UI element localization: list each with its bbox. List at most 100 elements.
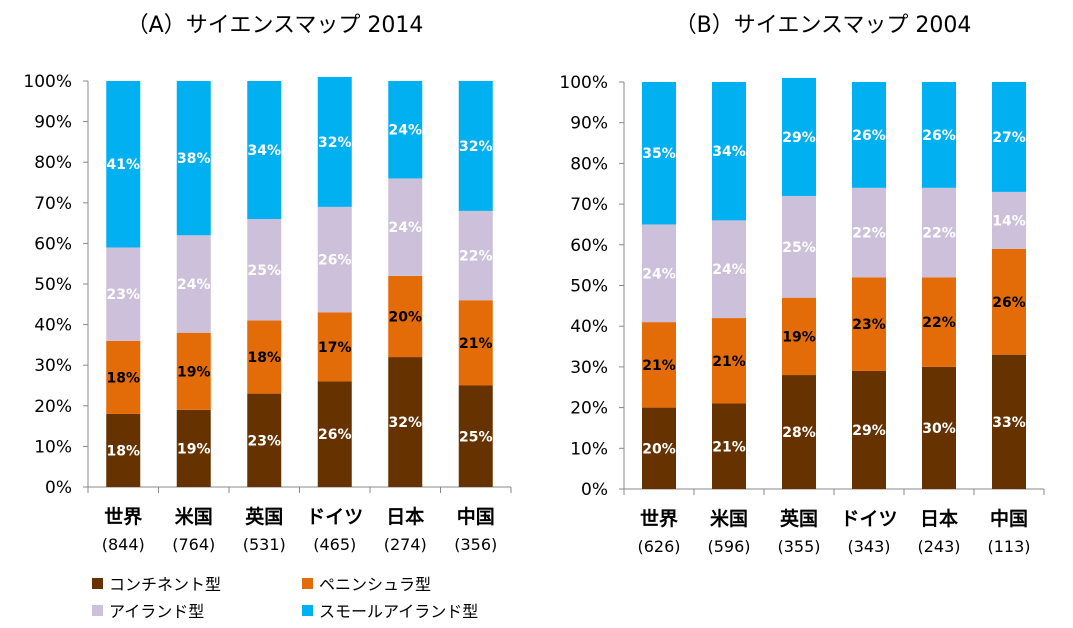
data-label-continent: 21% [712, 439, 746, 455]
data-label-small-island: 27% [992, 130, 1026, 146]
data-label-island: 22% [922, 226, 956, 242]
x-category-label: 米国 [710, 507, 748, 530]
data-label-small-island: 29% [782, 130, 816, 146]
legend-item-peninsula: ペニンシュラ型 [302, 571, 431, 595]
data-label-small-island: 24% [388, 123, 422, 139]
y-tick-label: 100% [559, 73, 608, 93]
bar-peninsula [922, 277, 956, 367]
bar-small-island [106, 81, 141, 248]
y-tick-label: 30% [570, 358, 608, 378]
x-category-count: (274) [384, 535, 427, 554]
data-label-island: 22% [459, 249, 493, 265]
bar-continent [176, 409, 211, 487]
bar-island [852, 187, 886, 278]
x-category-label: 英国 [245, 505, 283, 528]
x-category-count: (764) [172, 535, 215, 554]
y-tick-label: 30% [34, 356, 72, 376]
y-tick-label: 0% [45, 478, 72, 498]
bar-small-island [176, 81, 211, 236]
y-tick-label: 80% [570, 154, 608, 174]
data-label-peninsula: 22% [922, 315, 956, 331]
data-label-continent: 23% [247, 433, 281, 449]
bar-island [992, 191, 1026, 249]
x-category-label: 日本 [920, 507, 958, 530]
data-label-small-island: 38% [177, 151, 211, 167]
y-tick-label: 50% [570, 277, 608, 297]
legend-item-small-island: スモールアイランド型 [302, 598, 478, 622]
legend-label-island: アイランド型 [109, 602, 205, 621]
x-category-label: ドイツ [306, 506, 363, 528]
bar-continent [852, 370, 886, 489]
bar-peninsula [712, 318, 746, 404]
bar-small-island [388, 81, 423, 179]
bar-island [176, 235, 211, 333]
bar-island [782, 195, 816, 298]
bar-small-island [712, 82, 746, 221]
data-label-peninsula: 18% [106, 370, 140, 386]
data-label-peninsula: 21% [642, 358, 676, 374]
y-tick-label: 0% [581, 480, 608, 500]
legend-label-continent: コンチネント型 [109, 575, 222, 594]
bar-small-island [992, 82, 1026, 192]
y-tick-label: 60% [34, 234, 72, 254]
data-label-island: 25% [782, 240, 816, 256]
y-tick-label: 100% [23, 72, 72, 92]
x-category-label: 世界 [104, 506, 142, 528]
bar-small-island [317, 76, 352, 207]
data-label-island: 23% [106, 287, 140, 303]
data-label-continent: 20% [642, 441, 676, 457]
bar-peninsula [176, 332, 211, 410]
x-category-count: (596) [707, 537, 750, 556]
data-label-continent: 30% [922, 421, 956, 437]
bar-continent [782, 375, 816, 489]
y-tick-label: 50% [34, 275, 72, 295]
y-tick-label: 40% [570, 317, 608, 337]
bar-island [712, 220, 746, 319]
bar-small-island [247, 81, 282, 220]
data-label-island: 24% [642, 266, 676, 282]
x-category-count: (113) [987, 537, 1030, 556]
bar-continent [458, 385, 493, 487]
data-label-peninsula: 26% [992, 295, 1026, 311]
y-tick-label: 10% [34, 437, 72, 457]
y-tick-label: 90% [34, 113, 72, 133]
bar-island [106, 247, 141, 341]
data-label-continent: 26% [318, 427, 352, 443]
bar-continent [247, 393, 282, 487]
data-label-small-island: 26% [852, 128, 886, 144]
bar-continent [106, 413, 141, 487]
bar-peninsula [317, 312, 352, 382]
data-label-peninsula: 18% [247, 350, 281, 366]
x-category-label: 中国 [990, 507, 1028, 530]
data-label-continent: 18% [106, 443, 140, 459]
y-tick-label: 80% [34, 153, 72, 173]
y-tick-label: 40% [34, 316, 72, 336]
y-tick-label: 10% [570, 439, 608, 459]
legend-swatch-small-island [302, 604, 313, 616]
x-category-label: 世界 [640, 508, 678, 530]
x-category-label: 英国 [780, 507, 818, 530]
y-tick-label: 70% [34, 194, 72, 214]
data-label-island: 26% [318, 253, 352, 269]
data-label-island: 24% [177, 277, 211, 293]
chart-title-a: （A）サイエンスマップ 2014 [127, 13, 424, 38]
data-label-small-island: 32% [459, 139, 493, 155]
bar-peninsula [247, 320, 282, 394]
data-label-continent: 25% [459, 429, 493, 445]
bar-small-island [642, 82, 676, 225]
data-label-small-island: 34% [247, 143, 281, 159]
bar-island [317, 206, 352, 313]
chart-b: （B）サイエンスマップ 2004 0% 10% 20% 30% 40% 50% 60% 70% 8… [559, 13, 1045, 556]
data-label-island: 22% [852, 226, 886, 242]
data-label-small-island: 35% [642, 146, 676, 162]
data-label-island: 14% [992, 213, 1026, 229]
bar-small-island [458, 81, 493, 211]
bar-peninsula [458, 300, 493, 386]
bar-small-island [922, 82, 956, 188]
data-label-peninsula: 20% [388, 309, 422, 325]
bar-continent [712, 403, 746, 489]
data-label-island: 24% [388, 220, 422, 236]
legend-label-peninsula: ペニンシュラ型 [319, 575, 432, 594]
bar-island [642, 224, 676, 323]
